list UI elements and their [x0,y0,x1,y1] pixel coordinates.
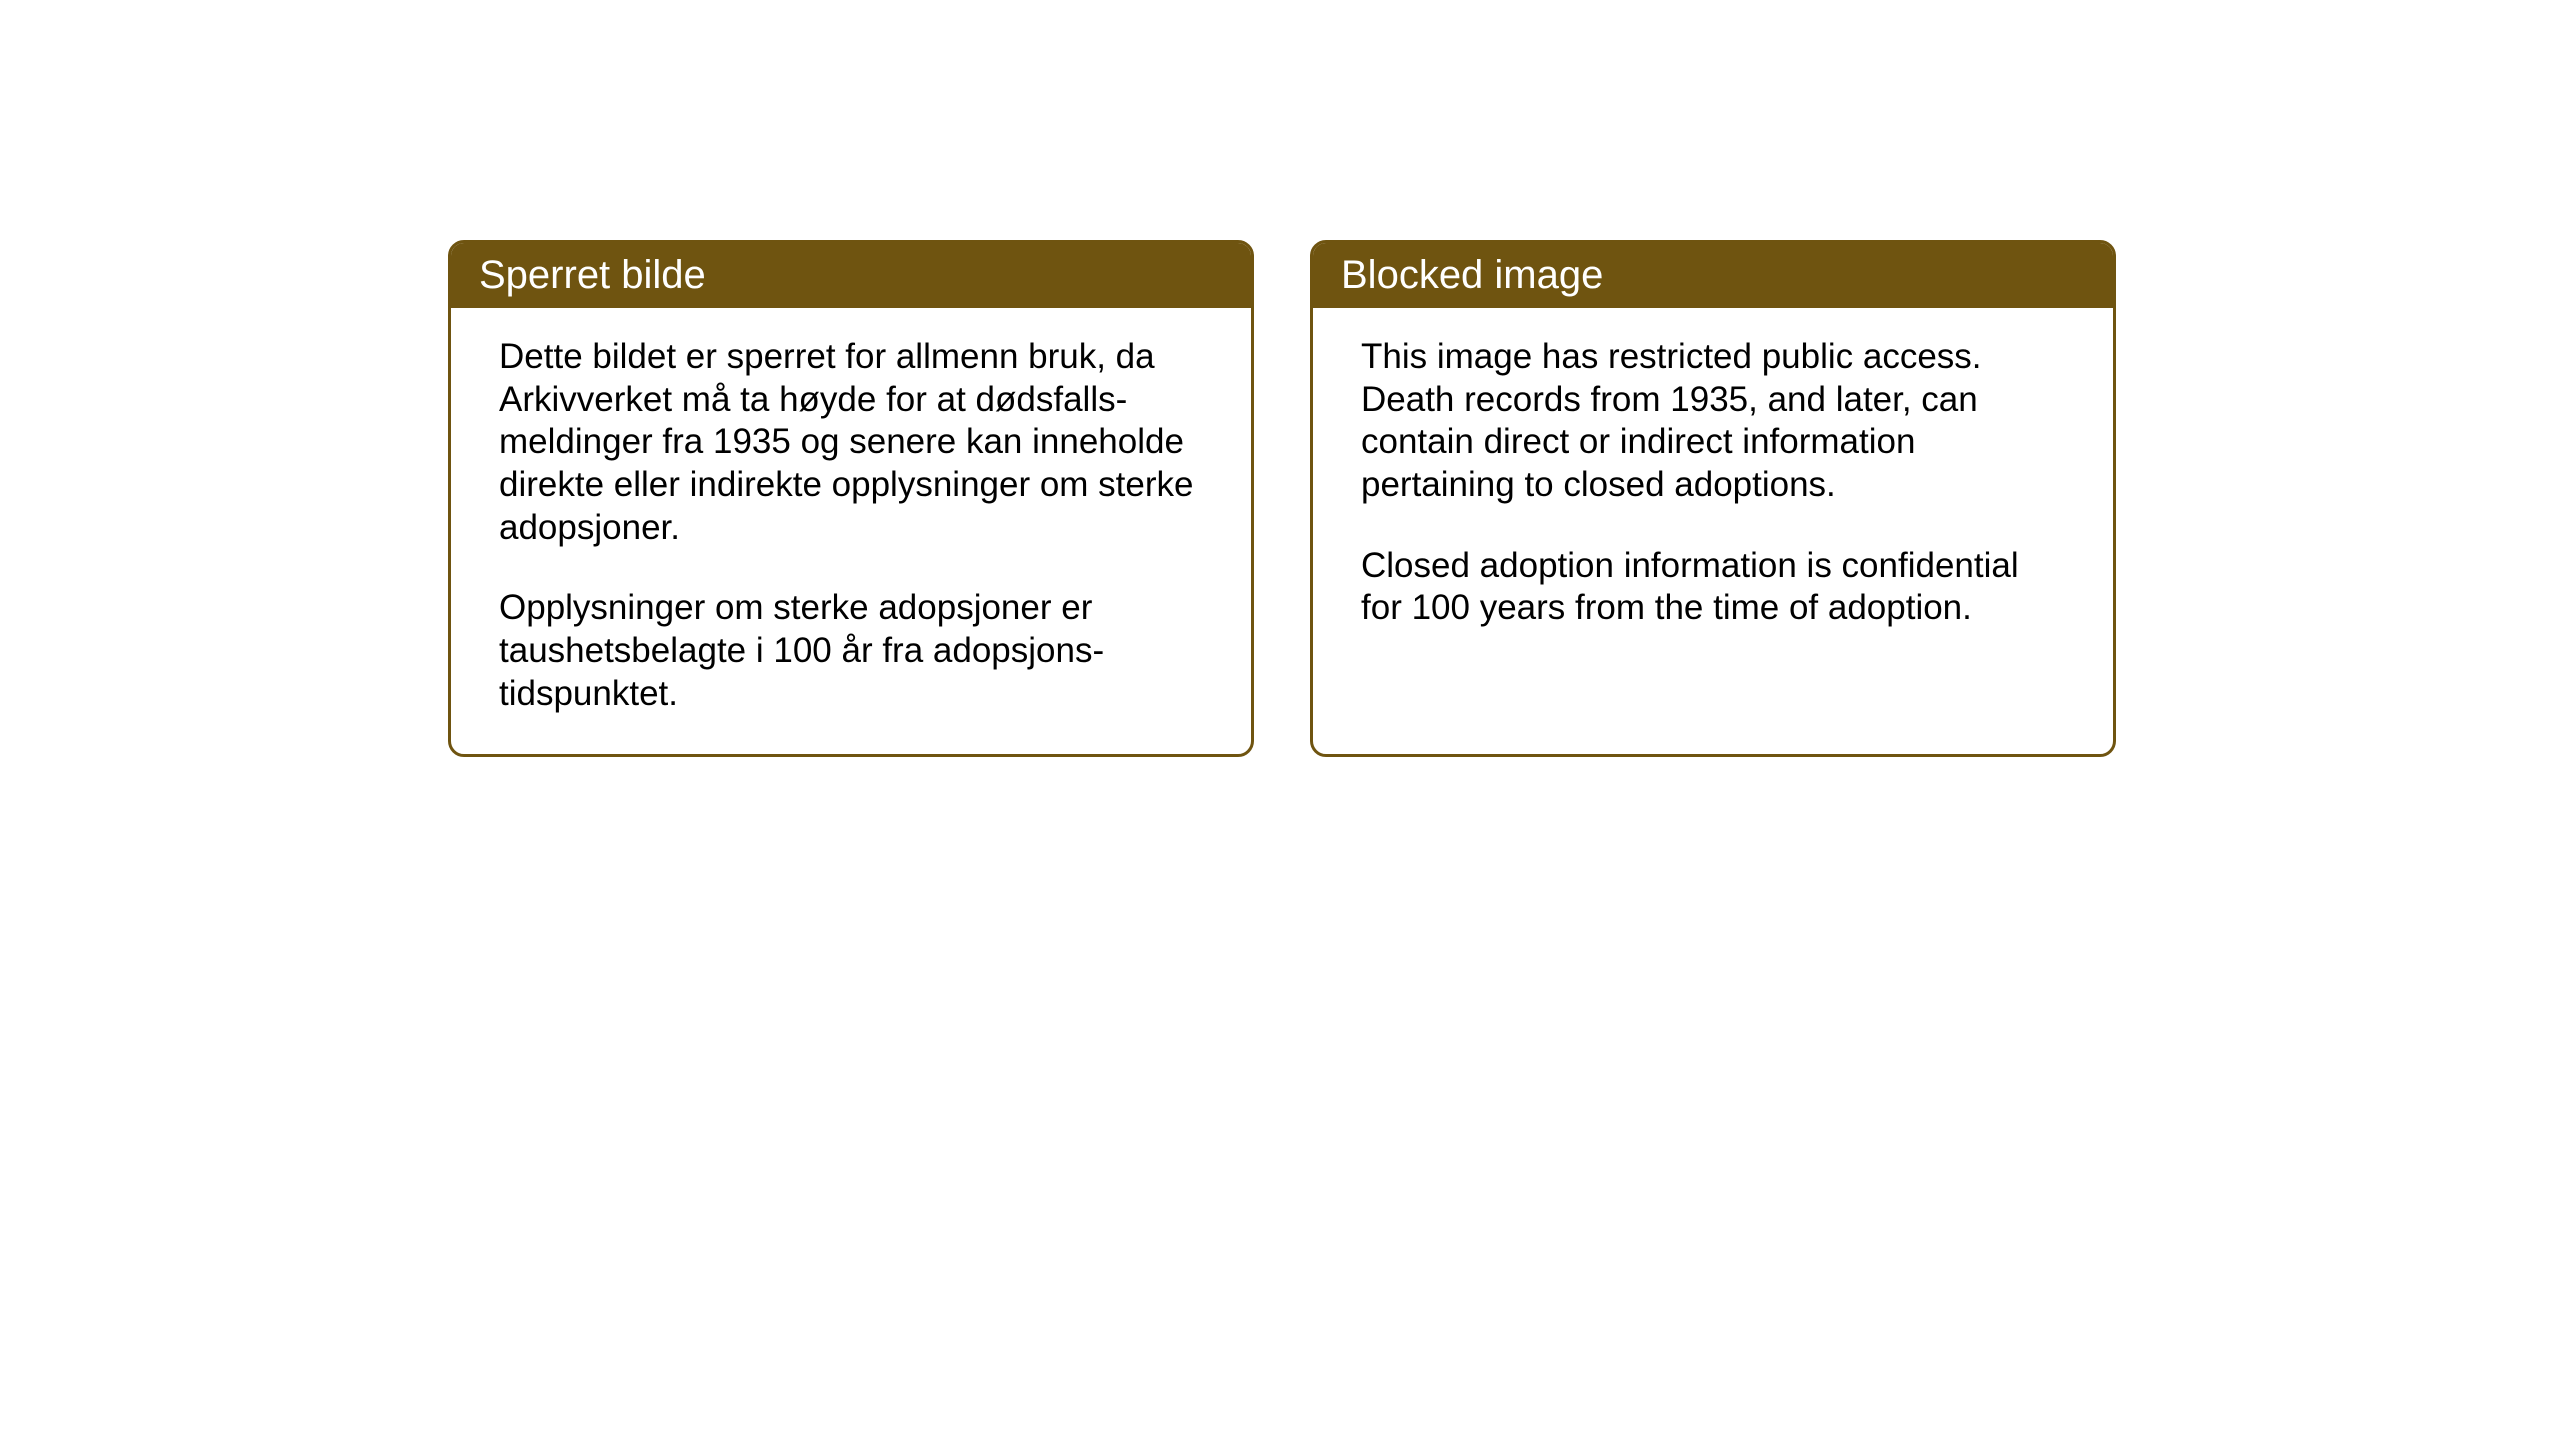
english-card-title: Blocked image [1313,243,2113,308]
norwegian-notice-card: Sperret bilde Dette bildet er sperret fo… [448,240,1254,757]
norwegian-card-title: Sperret bilde [451,243,1251,308]
notice-cards-container: Sperret bilde Dette bildet er sperret fo… [448,240,2116,757]
english-notice-card: Blocked image This image has restricted … [1310,240,2116,757]
english-card-body: This image has restricted public access.… [1313,308,2113,736]
norwegian-card-body: Dette bildet er sperret for allmenn bruk… [451,308,1251,754]
english-paragraph-1: This image has restricted public access.… [1361,336,2065,507]
norwegian-paragraph-2: Opplysninger om sterke adopsjoner er tau… [499,587,1203,715]
english-paragraph-2: Closed adoption information is confident… [1361,545,2065,630]
norwegian-paragraph-1: Dette bildet er sperret for allmenn bruk… [499,336,1203,549]
